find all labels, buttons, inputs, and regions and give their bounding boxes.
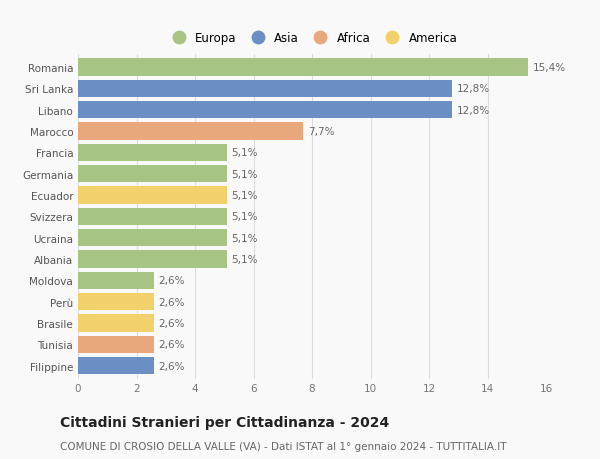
Text: 5,1%: 5,1% xyxy=(232,190,258,201)
Bar xyxy=(78,293,154,311)
Text: 7,7%: 7,7% xyxy=(308,127,334,137)
Text: 2,6%: 2,6% xyxy=(158,340,185,350)
Text: 2,6%: 2,6% xyxy=(158,361,185,371)
Text: 2,6%: 2,6% xyxy=(158,319,185,328)
Text: 5,1%: 5,1% xyxy=(232,254,258,264)
Bar xyxy=(78,144,227,162)
Legend: Europa, Asia, Africa, America: Europa, Asia, Africa, America xyxy=(163,28,461,49)
Bar xyxy=(78,102,452,119)
Text: 5,1%: 5,1% xyxy=(232,148,258,158)
Bar xyxy=(78,123,303,140)
Bar xyxy=(78,251,227,268)
Bar xyxy=(78,272,154,290)
Bar xyxy=(78,208,227,226)
Text: 2,6%: 2,6% xyxy=(158,297,185,307)
Bar xyxy=(78,187,227,204)
Bar xyxy=(78,59,529,77)
Text: 5,1%: 5,1% xyxy=(232,233,258,243)
Bar xyxy=(78,314,154,332)
Text: 12,8%: 12,8% xyxy=(457,84,490,94)
Text: 12,8%: 12,8% xyxy=(457,106,490,115)
Bar xyxy=(78,357,154,375)
Text: Cittadini Stranieri per Cittadinanza - 2024: Cittadini Stranieri per Cittadinanza - 2… xyxy=(60,415,389,429)
Text: 2,6%: 2,6% xyxy=(158,276,185,286)
Text: 5,1%: 5,1% xyxy=(232,212,258,222)
Bar xyxy=(78,336,154,353)
Text: 15,4%: 15,4% xyxy=(533,63,566,73)
Text: COMUNE DI CROSIO DELLA VALLE (VA) - Dati ISTAT al 1° gennaio 2024 - TUTTITALIA.I: COMUNE DI CROSIO DELLA VALLE (VA) - Dati… xyxy=(60,441,506,451)
Bar xyxy=(78,230,227,247)
Bar xyxy=(78,80,452,98)
Bar xyxy=(78,166,227,183)
Text: 5,1%: 5,1% xyxy=(232,169,258,179)
